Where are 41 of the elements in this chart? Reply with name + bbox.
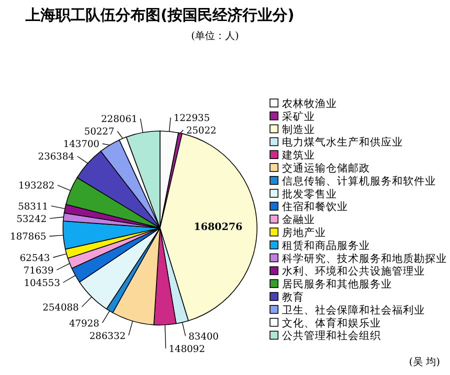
legend-label: 租赁和商品服务业: [282, 238, 370, 252]
legend-label: 水利、环境和公共设施管理业: [282, 264, 425, 278]
legend-label: 教育: [282, 290, 304, 304]
data-label: 50227: [84, 126, 114, 138]
data-label: 53242: [16, 214, 47, 225]
data-label: 193282: [18, 180, 55, 192]
data-label: 254088: [42, 302, 79, 314]
legend-label: 批发零售业: [282, 187, 337, 200]
legend-label: 农林牧渔业: [282, 97, 337, 110]
data-label: 83400: [188, 332, 219, 343]
legend-label: 居民服务和其他服务业: [282, 278, 392, 291]
data-label: 104553: [24, 278, 60, 289]
legend-label: 建筑业: [281, 148, 315, 162]
chart-subtitle: (单位：人): [191, 30, 239, 42]
legend-label: 文化、体育和娱乐业: [282, 316, 381, 330]
legend-label: 电力煤气水生产和供应业: [282, 136, 403, 149]
data-label: 122935: [174, 113, 210, 124]
data-label: 47928: [69, 318, 100, 330]
data-label: 187865: [10, 232, 46, 243]
legend-label: 房地产业: [282, 226, 326, 239]
text: (吴 均): [409, 356, 440, 368]
legend-label: 住宿和餐饮业: [282, 200, 348, 214]
legend-label: 采矿业: [282, 110, 315, 123]
legend-label: 金融业: [282, 213, 315, 226]
legend-label: 信息传输、计算机服务和软件业: [282, 174, 436, 188]
legend-label: 制造业: [282, 122, 315, 136]
data-label: 71639: [23, 266, 54, 276]
data-label: 148092: [168, 344, 206, 356]
data-label: 228061: [101, 114, 138, 126]
data-label: 286332: [89, 330, 126, 342]
data-label: 62543: [20, 253, 50, 264]
legend-label: 卫生、社会保障和社会福利业: [282, 303, 425, 316]
legend-label: 交通运输仓储邮政: [282, 162, 370, 174]
data-label: 25022: [186, 126, 216, 137]
data-label: 58311: [18, 201, 48, 212]
data-label: 236384: [38, 152, 74, 163]
data-label: 1680276: [194, 222, 243, 234]
chart-title: 上海职工队伍分布图(按国民经济行业分): [24, 6, 294, 24]
legend-label: 科学研究、技术服务和地质勘探业: [282, 252, 447, 265]
data-label: 143700: [63, 139, 100, 150]
legend-label: 公共管理和社会组织: [282, 329, 381, 342]
